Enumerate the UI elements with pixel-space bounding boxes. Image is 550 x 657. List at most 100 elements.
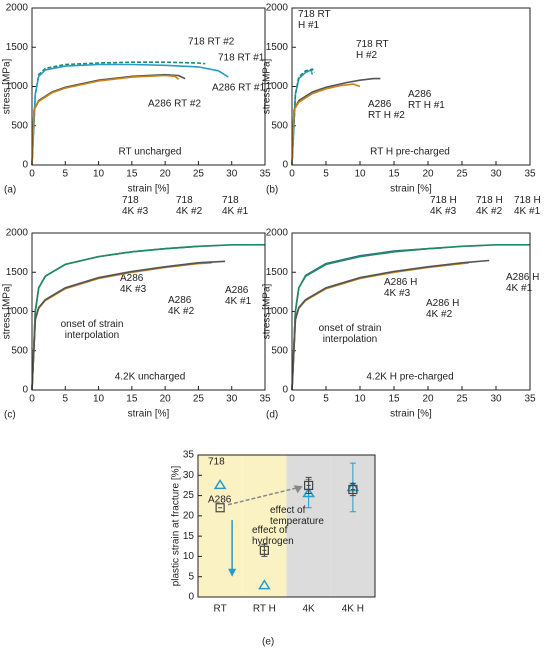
series-label: A286 H 4K #1	[506, 272, 542, 294]
marker	[258, 579, 271, 590]
plot-frame	[197, 454, 376, 598]
x-axis-title: strain [%]	[128, 184, 170, 195]
panel-label: (b)	[266, 185, 278, 196]
x-tick-label: 10	[93, 394, 105, 405]
y-tick-label: 2000	[266, 3, 289, 14]
annotation-line: onset of strain	[61, 319, 124, 330]
annotation: onset of strain interpolation	[61, 319, 124, 341]
y-tick-label: 35	[183, 450, 195, 461]
plot-frame	[31, 232, 266, 391]
series-label: A286	[208, 495, 232, 506]
annotation-line: interpolation	[323, 334, 377, 345]
curve	[291, 259, 490, 391]
y-axis-title: plastic strain at fracture [%]	[171, 465, 182, 586]
y-tick-label: 5	[188, 571, 194, 582]
curve	[31, 74, 180, 166]
y-tick-label: 1500	[266, 42, 289, 53]
plot-frame	[291, 7, 531, 166]
x-tick-label: 15	[126, 169, 138, 180]
panel-title: 4.2K H pre-charged	[366, 372, 453, 383]
curve	[291, 68, 314, 166]
x-tick-label: 0	[29, 394, 35, 405]
x-tick-label: 30	[490, 394, 502, 405]
x-axis-title: strain [%]	[390, 409, 432, 420]
curve	[291, 68, 316, 166]
x-tick-label: 5	[63, 394, 69, 405]
x-tick-label: 4K	[303, 604, 316, 615]
panel-title: RT uncharged	[118, 147, 181, 158]
x-tick-label: RT H	[253, 604, 276, 615]
panel-title: RT H pre-charged	[370, 147, 450, 158]
series-label: A286 RT #1	[212, 83, 265, 94]
curve	[291, 83, 361, 166]
x-tick-label: 5	[323, 169, 329, 180]
plot-frame	[291, 232, 531, 391]
x-tick-label: 25	[193, 169, 205, 180]
y-tick-label: 30	[183, 470, 195, 481]
panel-label: (d)	[266, 410, 278, 421]
series-label: A286 4K #3	[120, 273, 147, 295]
y-tick-label: 2000	[266, 228, 289, 239]
x-tick-label: 25	[456, 394, 468, 405]
y-axis-title: stress [MPa]	[2, 284, 13, 340]
x-tick-label: RT	[214, 604, 227, 615]
x-tick-label: 5	[63, 169, 69, 180]
series-label: A286 4K #1	[225, 285, 252, 307]
series-label: 718 RT H #1	[298, 9, 333, 31]
x-tick-label: 0	[29, 169, 35, 180]
category-background	[242, 455, 287, 597]
y-tick-label: 0	[188, 592, 194, 603]
panel-title: 4.2K uncharged	[115, 372, 186, 383]
series-label: 718 4K #1	[222, 195, 249, 217]
y-tick-label: 1000	[6, 306, 29, 317]
y-tick-label: 2000	[6, 3, 29, 14]
annotation-line: temperature	[270, 516, 324, 527]
x-tick-label: 15	[388, 394, 400, 405]
x-tick-label: 35	[259, 394, 271, 405]
marker	[259, 545, 269, 555]
y-tick-label: 1000	[6, 81, 29, 92]
marker	[302, 487, 315, 498]
curve	[291, 244, 530, 391]
y-tick-label: 500	[271, 345, 288, 356]
annotation-line: interpolation	[65, 330, 119, 341]
x-tick-label: 35	[524, 169, 536, 180]
y-tick-label: 1500	[6, 267, 29, 278]
series-label: 718 RT H #2	[356, 39, 391, 61]
y-tick-label: 500	[271, 120, 288, 131]
y-tick-label: 1000	[266, 81, 289, 92]
series-label: A286 4K #2	[168, 295, 195, 317]
x-axis-title: strain [%]	[390, 184, 432, 195]
y-tick-label: 1500	[266, 267, 289, 278]
x-tick-label: 10	[93, 169, 105, 180]
series-label: 718 RT #1	[218, 53, 265, 64]
y-axis-title: stress [MPa]	[262, 284, 273, 340]
y-tick-label: 0	[282, 160, 288, 171]
curve	[291, 77, 381, 166]
x-tick-label: 20	[422, 394, 434, 405]
marker	[215, 503, 225, 513]
y-tick-label: 2000	[6, 228, 29, 239]
series-label: 718 4K #3	[122, 195, 149, 217]
series-label: A286 H 4K #2	[426, 298, 462, 320]
y-tick-label: 25	[183, 490, 195, 501]
y-tick-label: 500	[11, 120, 28, 131]
y-tick-label: 10	[183, 551, 195, 562]
annotation-line: hydrogen	[252, 536, 294, 547]
annotation: onset of strain interpolation	[319, 323, 382, 345]
series-label: A286 RT H #1	[408, 89, 445, 111]
series-label: A286 RT #2	[148, 99, 201, 110]
y-tick-label: 0	[22, 160, 28, 171]
arrowhead	[293, 485, 303, 494]
x-tick-label: 25	[193, 394, 205, 405]
annotation-line: onset of strain	[319, 323, 382, 334]
curve	[31, 260, 226, 391]
marker	[304, 480, 314, 491]
series-label: 718 4K #2	[176, 195, 203, 217]
series-label: 718 H 4K #3	[430, 195, 459, 217]
panel-label: (e)	[262, 637, 274, 648]
x-tick-label: 0	[289, 169, 295, 180]
x-tick-label: 35	[259, 169, 271, 180]
arrow-temperature	[227, 486, 299, 506]
x-tick-label: 4K H	[342, 604, 364, 615]
